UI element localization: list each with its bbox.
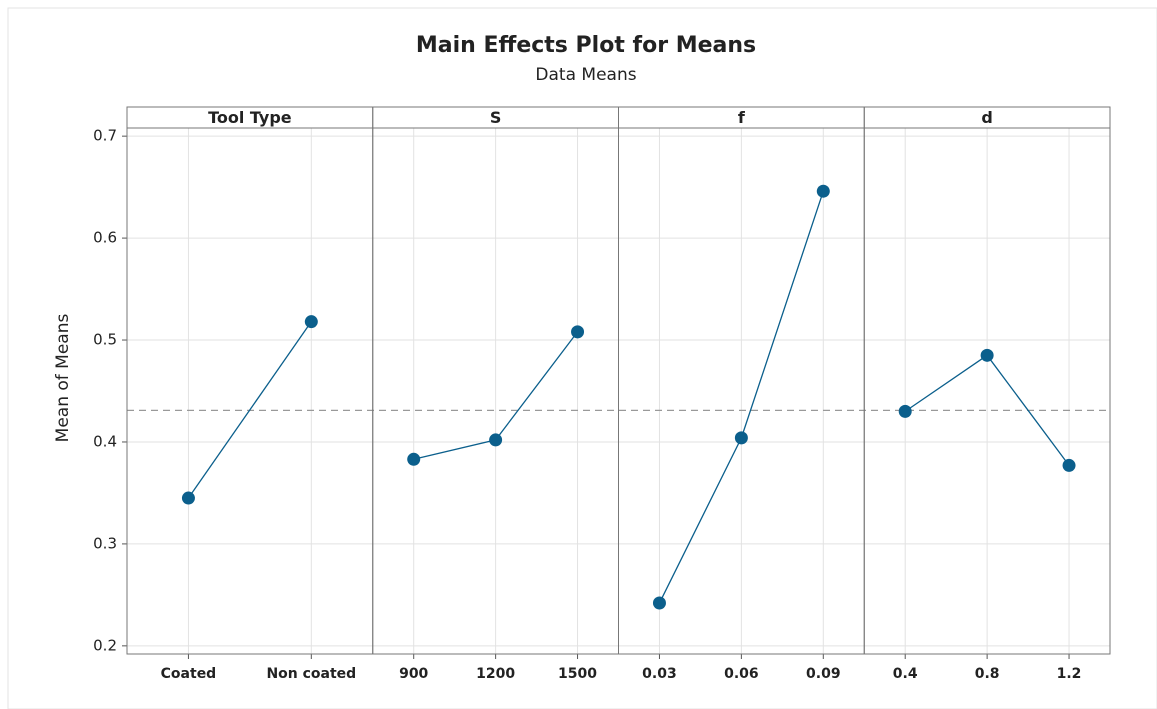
effect-point	[571, 325, 585, 339]
x-tick-label: 1200	[476, 666, 515, 682]
x-tick-label: 0.06	[724, 666, 759, 682]
y-tick-label: 0.5	[93, 331, 117, 349]
effect-point	[734, 431, 748, 445]
chart-title: Main Effects Plot for Means	[416, 33, 756, 58]
effect-point	[980, 348, 994, 362]
effect-point	[489, 433, 503, 447]
x-tick-label: 1500	[558, 666, 597, 682]
effect-point	[407, 452, 421, 466]
x-tick-label: 0.09	[806, 666, 841, 682]
effect-point	[1062, 458, 1076, 472]
x-tick-label: Coated	[161, 666, 217, 682]
x-tick-label: 0.03	[642, 666, 677, 682]
effect-point	[181, 491, 195, 505]
effect-point	[652, 596, 666, 610]
x-tick-label: 900	[399, 666, 428, 682]
strip-label: Tool Type	[208, 108, 292, 127]
effect-point	[898, 404, 912, 418]
x-tick-label: Non coated	[266, 666, 356, 682]
effect-point	[816, 184, 830, 198]
y-axis-label: Mean of Means	[53, 314, 73, 443]
y-tick-label: 0.6	[93, 229, 117, 247]
panel-frame	[863, 106, 1111, 655]
y-tick-label: 0.7	[93, 127, 117, 145]
effect-line	[187, 321, 312, 499]
y-tick-label: 0.4	[93, 432, 117, 450]
y-tick-label: 0.3	[93, 534, 117, 552]
x-tick-label: 0.4	[893, 666, 918, 682]
chart-subtitle: Data Means	[535, 65, 636, 85]
effect-point	[304, 315, 318, 329]
strip-label: f	[738, 108, 746, 127]
x-tick-label: 0.8	[975, 666, 1000, 682]
strip-label: S	[490, 108, 502, 127]
strip-label: d	[981, 108, 992, 127]
frame	[7, 7, 1157, 709]
y-tick-label: 0.2	[93, 636, 117, 654]
x-tick-label: 1.2	[1057, 666, 1082, 682]
